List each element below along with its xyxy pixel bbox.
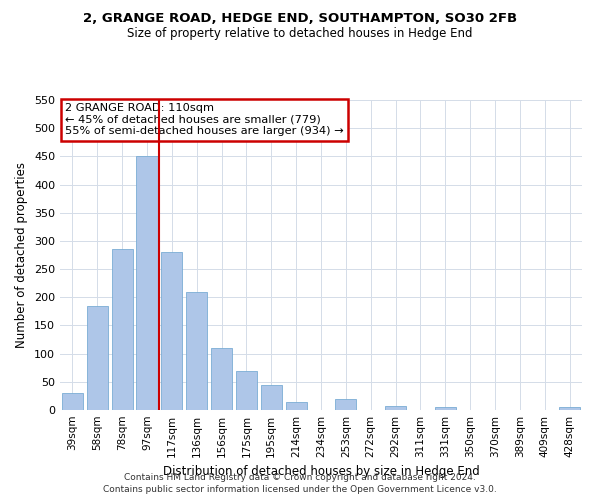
Bar xyxy=(136,156,158,410)
Bar xyxy=(335,398,356,410)
Text: Contains public sector information licensed under the Open Government Licence v3: Contains public sector information licen… xyxy=(103,485,497,494)
Text: 2, GRANGE ROAD, HEDGE END, SOUTHAMPTON, SO30 2FB: 2, GRANGE ROAD, HEDGE END, SOUTHAMPTON, … xyxy=(83,12,517,26)
Bar xyxy=(236,370,257,410)
Bar xyxy=(186,292,207,410)
Bar xyxy=(286,402,307,410)
Bar xyxy=(211,348,232,410)
Bar xyxy=(559,407,580,410)
Bar xyxy=(62,393,83,410)
Text: 2 GRANGE ROAD: 110sqm
← 45% of detached houses are smaller (779)
55% of semi-det: 2 GRANGE ROAD: 110sqm ← 45% of detached … xyxy=(65,103,344,136)
Bar xyxy=(435,407,456,410)
Text: Size of property relative to detached houses in Hedge End: Size of property relative to detached ho… xyxy=(127,28,473,40)
Bar xyxy=(385,406,406,410)
Y-axis label: Number of detached properties: Number of detached properties xyxy=(16,162,28,348)
Bar xyxy=(261,384,282,410)
Bar xyxy=(87,306,108,410)
X-axis label: Distribution of detached houses by size in Hedge End: Distribution of detached houses by size … xyxy=(163,466,479,478)
Bar xyxy=(112,250,133,410)
Text: Contains HM Land Registry data © Crown copyright and database right 2024.: Contains HM Land Registry data © Crown c… xyxy=(124,472,476,482)
Bar xyxy=(161,252,182,410)
